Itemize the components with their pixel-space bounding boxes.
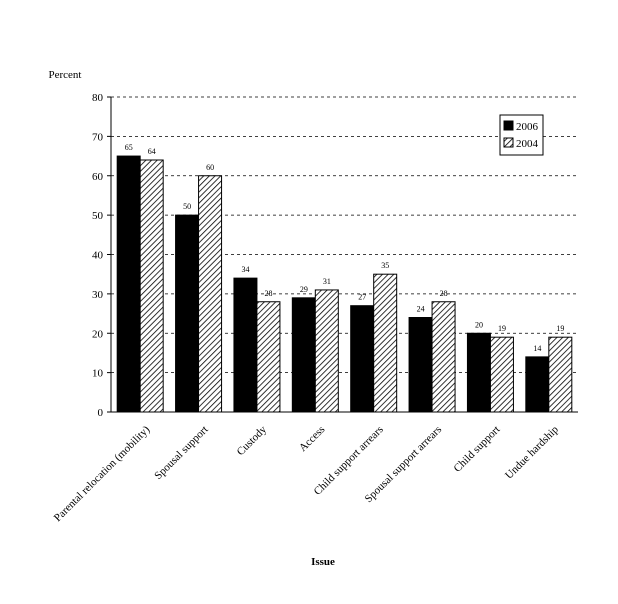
y-tick-label: 70	[92, 131, 104, 143]
data-label: 31	[323, 277, 331, 286]
data-label: 65	[125, 143, 133, 152]
bars: 65 50 34 29 27 24 20 14 64 60 28 31 35 28 19 19	[116, 143, 573, 413]
data-label: 60	[206, 163, 214, 172]
y-tick-label: 20	[92, 328, 104, 340]
x-tick-label: Spousal support	[152, 424, 210, 482]
bar-2004	[198, 175, 223, 413]
bar-2006	[116, 155, 141, 413]
legend-label: 2004	[516, 138, 539, 150]
legend-swatch-2006	[503, 120, 514, 131]
legend-swatch-2004	[503, 137, 514, 148]
bar-2006	[175, 214, 200, 413]
data-label: 34	[241, 265, 249, 274]
bar-2004	[373, 273, 398, 413]
legend-label: 2006	[516, 121, 539, 133]
y-tick-label: 0	[98, 407, 104, 419]
data-label: 14	[533, 344, 541, 353]
legend: 2006 2004	[499, 114, 544, 156]
y-tick-label: 80	[92, 92, 104, 104]
data-label: 28	[264, 289, 272, 298]
x-axis-label: Issue	[311, 556, 335, 568]
y-tick-label: 10	[92, 368, 104, 380]
x-tick-label: Child support	[452, 424, 503, 475]
y-tick-label: 60	[92, 171, 104, 183]
x-tick-label: Access	[297, 424, 328, 455]
data-label: 29	[300, 285, 308, 294]
data-label: 27	[358, 293, 366, 302]
data-label: 19	[498, 324, 506, 333]
bar-2004	[548, 336, 573, 413]
data-label: 20	[475, 320, 483, 329]
data-label: 19	[556, 324, 564, 333]
data-label: 35	[381, 261, 389, 270]
bar-2004	[431, 301, 456, 413]
bar-2006	[291, 297, 316, 413]
x-tick-label: Parental relocation (mobility)	[52, 423, 153, 524]
bar-2006	[466, 332, 491, 413]
bar-2004	[314, 289, 339, 413]
data-label: 28	[440, 289, 448, 298]
y-tick-label: 30	[92, 289, 104, 301]
bar-2006	[350, 305, 375, 413]
y-tick-label: 50	[92, 210, 104, 222]
bar-2006	[233, 277, 258, 413]
data-label: 50	[183, 202, 191, 211]
y-axis-label: Percent	[49, 69, 82, 81]
bar-2006	[408, 317, 433, 413]
bar-2004	[139, 159, 164, 413]
data-label: 24	[417, 305, 425, 314]
data-label: 64	[148, 147, 156, 156]
x-tick-label: Undue hardship	[503, 423, 561, 481]
bar-2004	[489, 336, 514, 413]
x-tick-label: Custody	[235, 423, 270, 458]
y-tick-label: 40	[92, 250, 104, 262]
bar-2006	[525, 356, 550, 413]
bar-2004	[256, 301, 281, 413]
